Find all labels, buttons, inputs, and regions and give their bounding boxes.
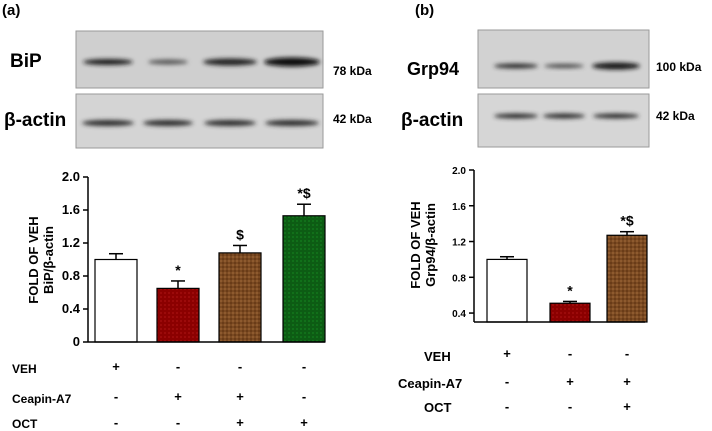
a-actin-bands-band-1 (82, 120, 134, 126)
panel-a-label: (a) (2, 2, 20, 19)
blot-b-row1-size: 100 kDa (656, 60, 702, 74)
panel-a-y-axis: 0 0.4 0.8 1.2 1.6 2.0 (62, 169, 89, 349)
a-mark-r1-c2: - (176, 359, 180, 374)
b-bar-2 (549, 302, 591, 323)
a-bar-3 (218, 252, 262, 343)
a-bar-2 (156, 287, 200, 343)
b-mark-r3-c2: - (568, 399, 572, 414)
b-bar-3 (606, 234, 648, 323)
b-mark-r1-c3: - (625, 346, 629, 361)
a-mark-r3-c1: - (114, 415, 118, 430)
a-mark-r3-c4: + (300, 415, 308, 430)
blot-a-row2-name: β-actin (4, 110, 66, 131)
a-mark-r1-c1: + (112, 359, 120, 374)
panel-b-bars: * *$ (474, 213, 648, 323)
panel-a-ylabel-line1: FOLD OF VEH (26, 216, 41, 303)
a-mark-r1-c4: - (302, 359, 306, 374)
blot-b-row1-name: Grp94 (407, 59, 459, 79)
b-mark-r1-c1: + (503, 346, 511, 361)
a-mark-r3-c3: + (236, 415, 244, 430)
b-bar-1 (486, 258, 528, 323)
b-ytick-label-4: 1.6 (452, 202, 466, 213)
a-ytick-label-3: 0.8 (62, 268, 80, 283)
panel-a-treatment-table: VEH Ceapin-A7 OCT + - - - - + + - - - + + (12, 359, 308, 431)
b-sig-3: *$ (620, 213, 633, 229)
a-bip-bands-band-1 (83, 59, 133, 65)
blot-b-actin-membrane (477, 93, 650, 148)
blot-a-row1-size: 78 kDa (333, 64, 372, 78)
b-mark-r2-c2: + (566, 374, 574, 389)
a-ytick-label-2: 0.4 (62, 301, 81, 316)
a-actin-bands-band-3 (204, 120, 256, 126)
panel-b-ylabel-line2: Grp94/β-actin (423, 203, 438, 287)
b-grp-bands-band-1 (494, 63, 538, 69)
a-ytick-label-5: 1.6 (62, 202, 80, 217)
a-actin-bands-band-2 (143, 120, 193, 126)
panel-a-bars: *$*$ (88, 185, 326, 343)
panel-a-row-label-veh: VEH (12, 362, 37, 376)
b-mark-r1-c2: - (568, 346, 572, 361)
panel-b-ylabel-line1: FOLD OF VEH (408, 201, 423, 288)
a-mark-r3-c2: - (176, 415, 180, 430)
panel-b: (b) Grp94 β-actin 100 kDa 42 kDa 0.4 0.8 1… (398, 2, 702, 415)
a-bip-bands-band-2 (148, 59, 188, 65)
a-mark-r1-c3: - (238, 359, 242, 374)
a-ytick-label-4: 1.2 (62, 235, 80, 250)
b-mark-r3-c3: + (623, 399, 631, 414)
a-mark-r2-c4: - (302, 389, 306, 404)
b-ytick-label-1: 0.4 (452, 309, 466, 320)
blot-b-row2-size: 42 kDa (656, 109, 695, 123)
a-mark-r2-c1: - (114, 389, 118, 404)
panel-b-blot: Grp94 β-actin 100 kDa 42 kDa (401, 29, 702, 148)
blot-a-row1-name: BiP (10, 51, 42, 72)
blot-a-actin-bands (82, 120, 319, 126)
a-ytick-label-6: 2.0 (62, 169, 80, 184)
blot-a-row2-size: 42 kDa (333, 112, 372, 126)
blot-b-actin-bands (494, 113, 639, 119)
panel-b-y-axis: 0.4 0.8 1.2 1.6 2.0 (452, 166, 475, 322)
blot-b-grp94-bands (494, 62, 640, 70)
a-mark-r2-c2: + (174, 389, 182, 404)
b-ytick-label-5: 2.0 (452, 166, 466, 177)
b-grp-bands-band-3 (592, 62, 640, 70)
a-ytick-label-1: 0 (73, 334, 80, 349)
a-bip-bands-band-3 (203, 58, 257, 66)
panel-a-row-label-oct: OCT (12, 417, 38, 431)
b-sig-2: * (567, 282, 573, 298)
b-actin-bands-band-2 (543, 113, 585, 119)
panel-a-row-label-ceapin: Ceapin-A7 (12, 392, 72, 406)
a-actin-bands-band-4 (265, 120, 319, 126)
panel-b-row-label-oct: OCT (424, 400, 452, 415)
panel-a: (a) BiP β-actin 78 kDa 42 kDa 0 0.4 0.8 1.2… (2, 2, 372, 431)
panel-b-treatment-table: VEH Ceapin-A7 OCT + - - - + + - - + (398, 346, 631, 415)
blot-b-row2-name: β-actin (401, 110, 463, 131)
a-mark-r2-c3: + (236, 389, 244, 404)
a-sig-2: * (175, 262, 181, 278)
panel-b-row-label-veh: VEH (424, 349, 451, 364)
panel-a-blot: BiP β-actin 78 kDa 42 kDa (4, 30, 372, 149)
b-ytick-label-3: 1.2 (452, 238, 466, 249)
b-mark-r3-c1: - (505, 399, 509, 414)
b-actin-bands-band-3 (593, 113, 639, 119)
blot-a-bip-bands (83, 57, 320, 67)
panel-a-ylabel-line2: BiP/β-actin (41, 226, 56, 294)
blot-b-grp94-membrane (477, 29, 650, 89)
a-bip-bands-band-4 (264, 57, 320, 67)
b-mark-r2-c3: + (623, 374, 631, 389)
panel-b-row-label-ceapin: Ceapin-A7 (398, 376, 462, 391)
b-grp-bands-band-2 (544, 64, 584, 68)
panel-b-label: (b) (415, 2, 434, 19)
a-bar-4 (282, 215, 326, 343)
b-actin-bands-band-1 (494, 113, 538, 119)
b-mark-r2-c1: - (505, 374, 509, 389)
a-sig-3: $ (236, 226, 244, 242)
b-ytick-label-2: 0.8 (452, 273, 466, 284)
a-sig-4: *$ (297, 185, 310, 201)
a-bar-1 (94, 258, 138, 343)
